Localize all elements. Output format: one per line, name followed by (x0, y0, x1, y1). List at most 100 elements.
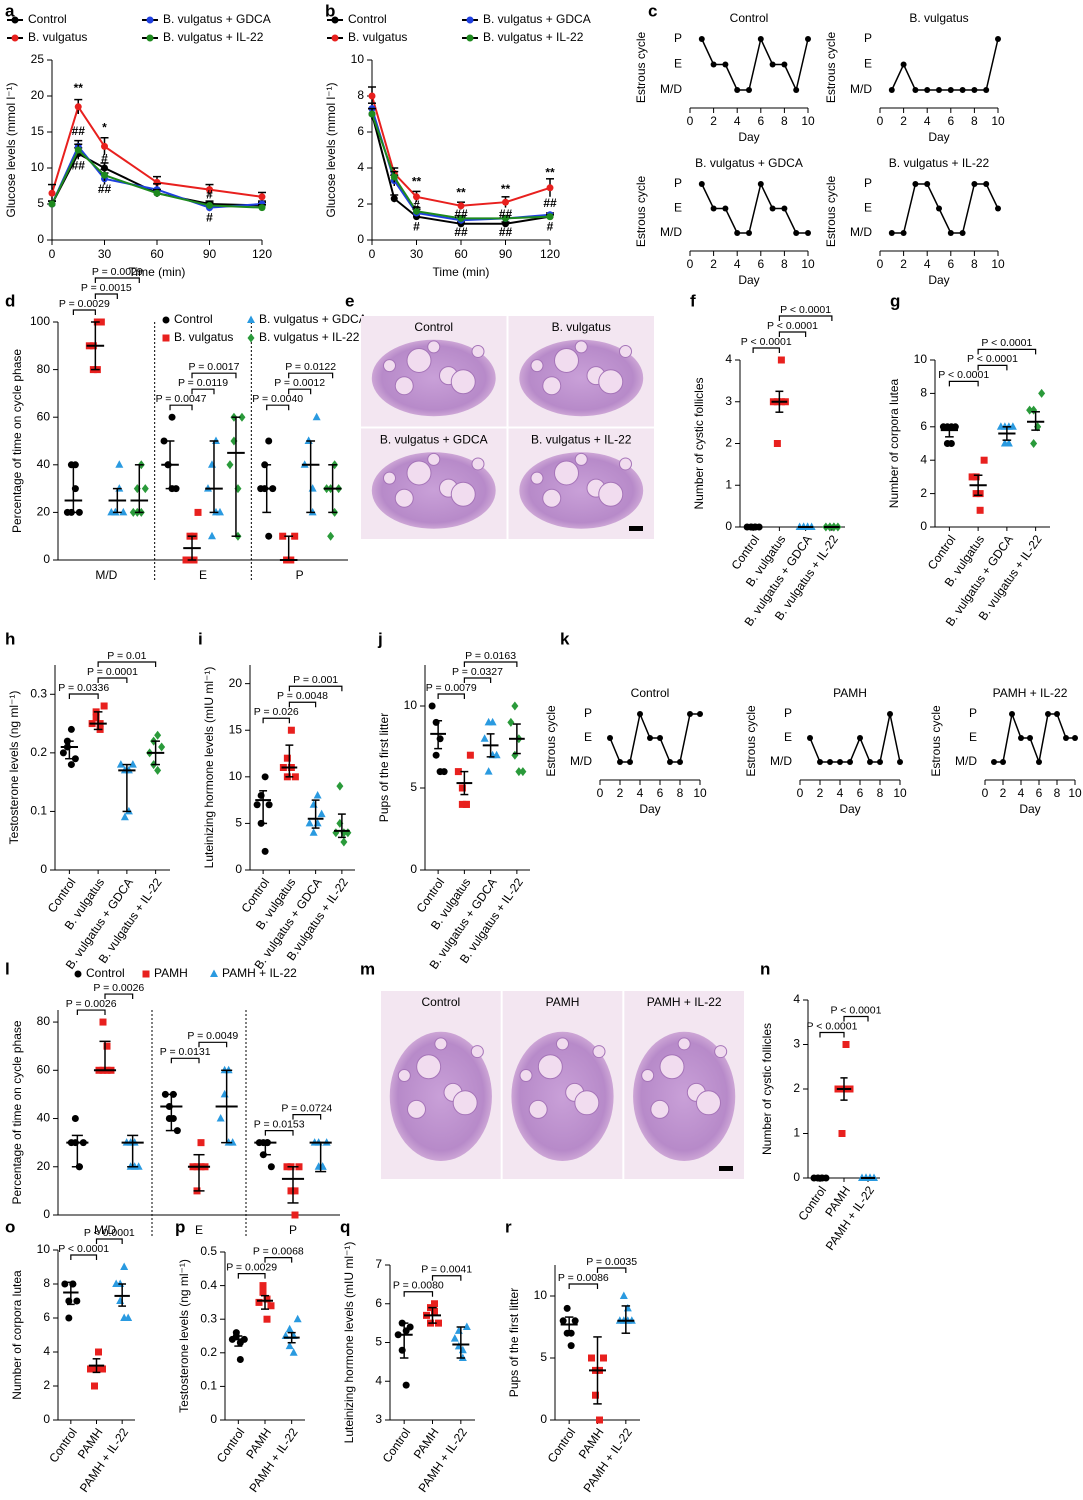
legend-label: Control (174, 312, 213, 326)
data-point (91, 1365, 98, 1373)
y-tick-label: 100 (30, 314, 50, 328)
data-point (238, 412, 246, 422)
cycle-line (891, 38, 999, 91)
data-point (206, 186, 213, 194)
data-point (769, 205, 776, 212)
data-point (336, 781, 344, 791)
data-point (1063, 735, 1069, 741)
y-tick-label: 0 (210, 1412, 217, 1426)
follicle (470, 1045, 484, 1059)
x-tick-label: Control (214, 1426, 248, 1466)
x-tick-label: 10 (1068, 786, 1082, 800)
bracket (431, 1275, 462, 1281)
data-point (283, 754, 291, 762)
y-tick-label: 4 (357, 160, 364, 174)
significance: ** (456, 185, 466, 199)
data-point (128, 760, 137, 768)
data-point (258, 204, 266, 212)
legend-marker (331, 34, 339, 42)
follicle (383, 471, 396, 485)
y-tick-label: 80 (37, 1014, 51, 1028)
x-tick-label: 2 (817, 786, 824, 800)
data-point (340, 837, 348, 847)
follicle (677, 1037, 691, 1051)
y-tick-label: 25 (31, 52, 45, 66)
bracket (264, 1130, 294, 1136)
follicle (427, 452, 441, 466)
x-tick-label: 0 (597, 786, 604, 800)
y-axis-label: Glucose levels (mmol l⁻¹) (324, 82, 338, 217)
p-value: P = 0.0336 (58, 682, 109, 694)
cycle-line (891, 183, 999, 234)
y-tick-label: 20 (31, 88, 45, 102)
data-point (95, 1365, 102, 1373)
follicle (452, 1090, 478, 1116)
x-tick-label: 0 (687, 257, 694, 271)
y-tick-label: 0 (43, 1412, 50, 1426)
follicle (471, 344, 485, 358)
significance: # (206, 188, 213, 202)
follicle (641, 1069, 655, 1082)
data-point (507, 717, 515, 727)
legend-label: PAMH (154, 966, 188, 980)
bracket (463, 661, 518, 667)
data-point (462, 800, 470, 808)
x-tick-label: 90 (203, 247, 217, 261)
level-label: E (969, 730, 977, 744)
data-point (462, 1322, 471, 1330)
bracket (948, 380, 979, 387)
data-point (722, 205, 729, 212)
x-tick-label: 10 (801, 114, 815, 128)
follicle (407, 1099, 426, 1119)
follicle (574, 340, 588, 354)
data-point (327, 531, 335, 541)
data-point (972, 473, 980, 481)
y-axis-label: Pups of the first litter (507, 1288, 521, 1397)
data-point (983, 181, 990, 187)
bracket (68, 693, 99, 699)
data-point (120, 1262, 129, 1270)
level-label: E (674, 57, 682, 71)
data-point (124, 1313, 133, 1321)
panel-letter: b (325, 1, 335, 20)
series-line (371, 113, 551, 220)
bracket (977, 348, 1037, 355)
y-tick-label: 0.1 (200, 1379, 217, 1393)
x-tick-label: 4 (924, 257, 931, 271)
y-tick-label: 2 (725, 436, 732, 450)
follicle (528, 1099, 548, 1119)
x-tick-label: Control (380, 1426, 414, 1466)
data-point (698, 36, 705, 42)
y-axis-label: Estrous cycle (634, 31, 648, 103)
follicle (416, 1054, 442, 1080)
significance: ## (72, 124, 86, 138)
significance: ## (543, 196, 557, 210)
data-point (600, 1354, 607, 1362)
x-tick-label: 6 (947, 114, 954, 128)
y-axis-label: Luteinizing hormone levels (mIU ml⁻¹) (202, 667, 216, 869)
ovary (519, 339, 644, 417)
subplot-title: B. vulgatus (909, 11, 968, 25)
data-point (734, 230, 741, 236)
data-point (1027, 735, 1033, 741)
p-value: P = 0.0080 (393, 1280, 444, 1292)
level-label: M/D (955, 754, 977, 768)
data-point (265, 532, 273, 540)
data-point (431, 1300, 438, 1308)
p-value: P = 0.026 (254, 706, 299, 718)
y-tick-label: 0 (40, 862, 47, 876)
data-point (458, 784, 466, 792)
data-point (1018, 735, 1024, 741)
bracket (292, 1114, 322, 1120)
data-point (344, 828, 352, 838)
panel-letter: d (5, 291, 15, 310)
data-point (877, 759, 883, 765)
bracket (778, 331, 807, 337)
p-value: P = 0.0017 (189, 361, 240, 373)
data-point (71, 1115, 79, 1123)
level-label: P (784, 706, 792, 720)
y-axis-label: Number of corpora lutea (10, 1270, 24, 1400)
data-point (172, 485, 180, 493)
data-point (867, 759, 873, 765)
subplot-title: PAMH + IL-22 (993, 686, 1068, 700)
